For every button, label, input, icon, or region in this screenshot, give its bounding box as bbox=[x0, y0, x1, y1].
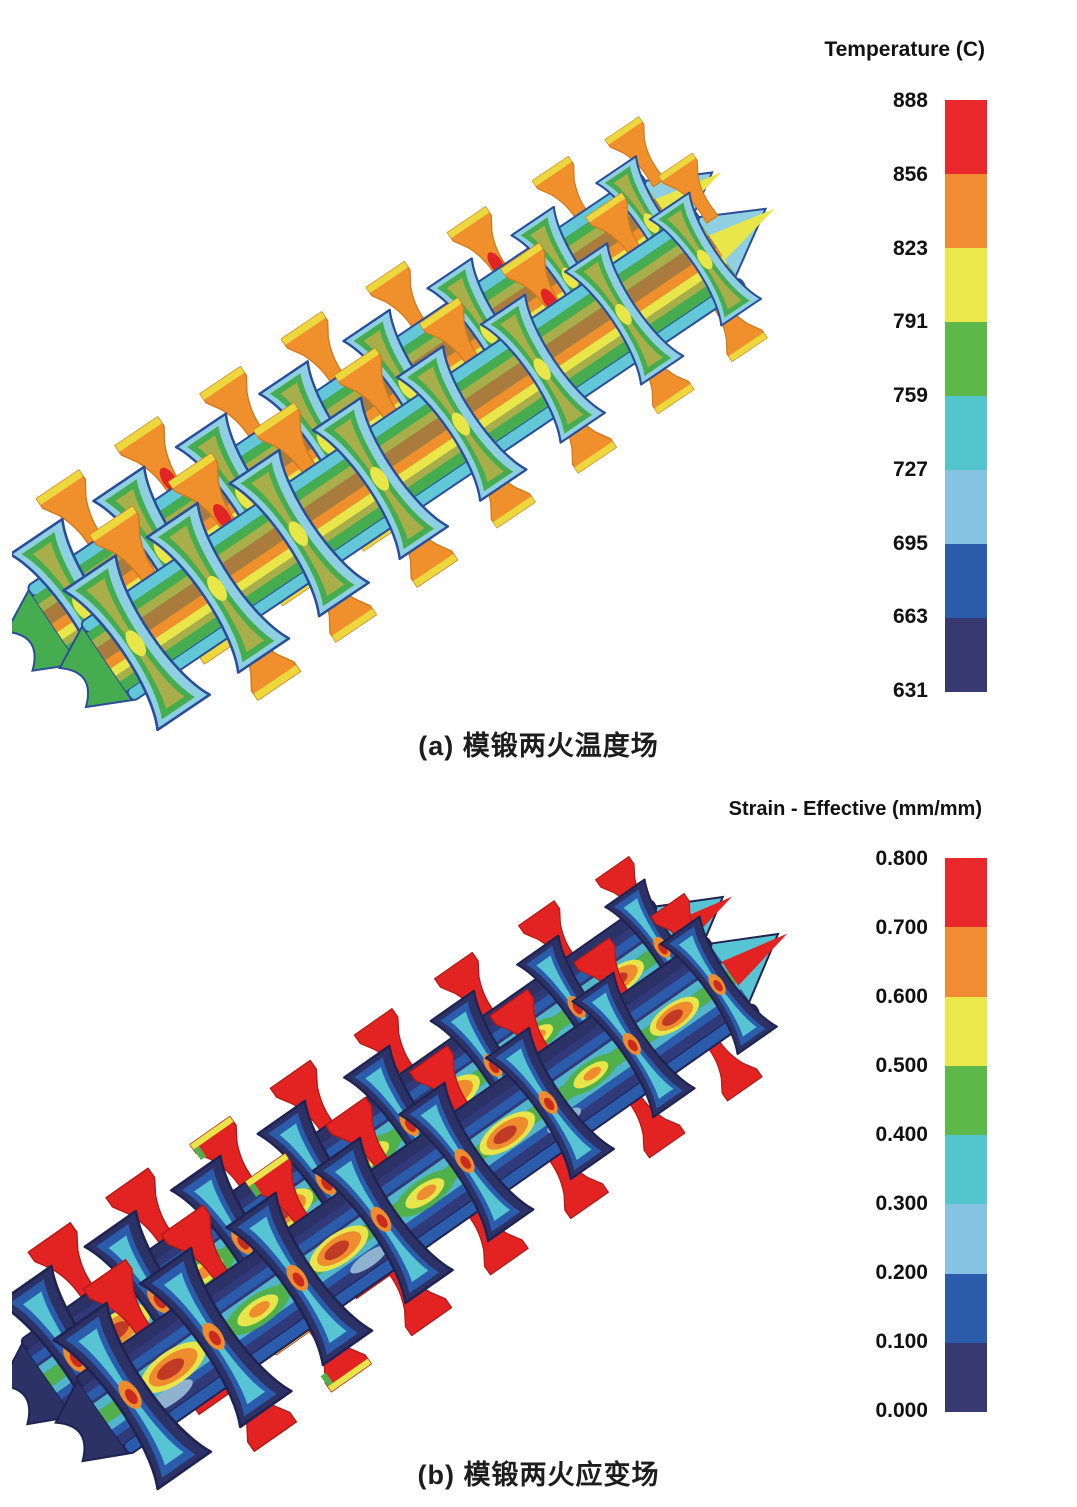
figure-a-caption: (a) 模锻两火温度场 bbox=[418, 731, 659, 761]
strain-colorbar-ticks: 0.800 0.700 0.600 0.500 0.400 0.300 0.200 0.100… bbox=[818, 847, 928, 1423]
colorbar-tick-label: 0.500 bbox=[875, 1054, 928, 1077]
colorbar-tick-label: 663 bbox=[892, 605, 928, 629]
colorbar-tick-label: 0.200 bbox=[875, 1261, 928, 1284]
colorbar-band bbox=[945, 927, 987, 997]
colorbar-band bbox=[945, 174, 987, 248]
colorbar-tick-label: 759 bbox=[892, 384, 928, 407]
colorbar-band bbox=[945, 396, 987, 470]
colorbar-band bbox=[945, 248, 987, 322]
colorbar-band bbox=[945, 996, 987, 1066]
colorbar-band bbox=[945, 544, 987, 618]
colorbar-tick-label: 0.600 bbox=[875, 985, 928, 1008]
colorbar-tick-label: 856 bbox=[892, 162, 928, 186]
colorbar-band bbox=[945, 1135, 987, 1205]
colorbar-band bbox=[945, 1204, 987, 1274]
temperature-legend-title: Temperature (C) bbox=[824, 38, 985, 61]
colorbar-band bbox=[945, 100, 987, 174]
colorbar-band bbox=[945, 858, 987, 928]
colorbar-tick-label: 888 bbox=[892, 89, 928, 112]
colorbar-tick-label: 0.300 bbox=[875, 1192, 928, 1215]
temperature-colorbar bbox=[945, 100, 987, 692]
colorbar-band bbox=[945, 322, 987, 396]
strain-legend-title: Strain - Effective (mm/mm) bbox=[728, 798, 982, 820]
colorbar-band bbox=[945, 470, 987, 544]
temperature-field-model bbox=[12, 110, 822, 745]
colorbar-tick-label: 0.800 bbox=[875, 847, 928, 870]
colorbar-tick-label: 631 bbox=[892, 679, 928, 702]
colorbar-tick-label: 0.000 bbox=[875, 1399, 928, 1422]
colorbar-band bbox=[945, 1065, 987, 1135]
colorbar-tick-label: 695 bbox=[892, 531, 928, 555]
colorbar-tick-label: 791 bbox=[892, 310, 928, 334]
colorbar-tick-label: 0.400 bbox=[875, 1123, 928, 1146]
colorbar-tick-label: 823 bbox=[892, 236, 928, 260]
colorbar-band bbox=[945, 618, 987, 692]
strain-colorbar bbox=[945, 858, 987, 1412]
temperature-colorbar-ticks: 888 856 823 791 759 727 695 663 631 bbox=[818, 89, 928, 703]
strain-field-model bbox=[12, 815, 852, 1503]
colorbar-tick-label: 0.700 bbox=[875, 916, 928, 939]
colorbar-band bbox=[945, 1273, 987, 1343]
colorbar-tick-label: 727 bbox=[892, 457, 928, 481]
figure-b-caption: (b) 模锻两火应变场 bbox=[417, 1460, 660, 1490]
colorbar-tick-label: 0.100 bbox=[875, 1330, 928, 1353]
colorbar-band bbox=[945, 1342, 987, 1412]
